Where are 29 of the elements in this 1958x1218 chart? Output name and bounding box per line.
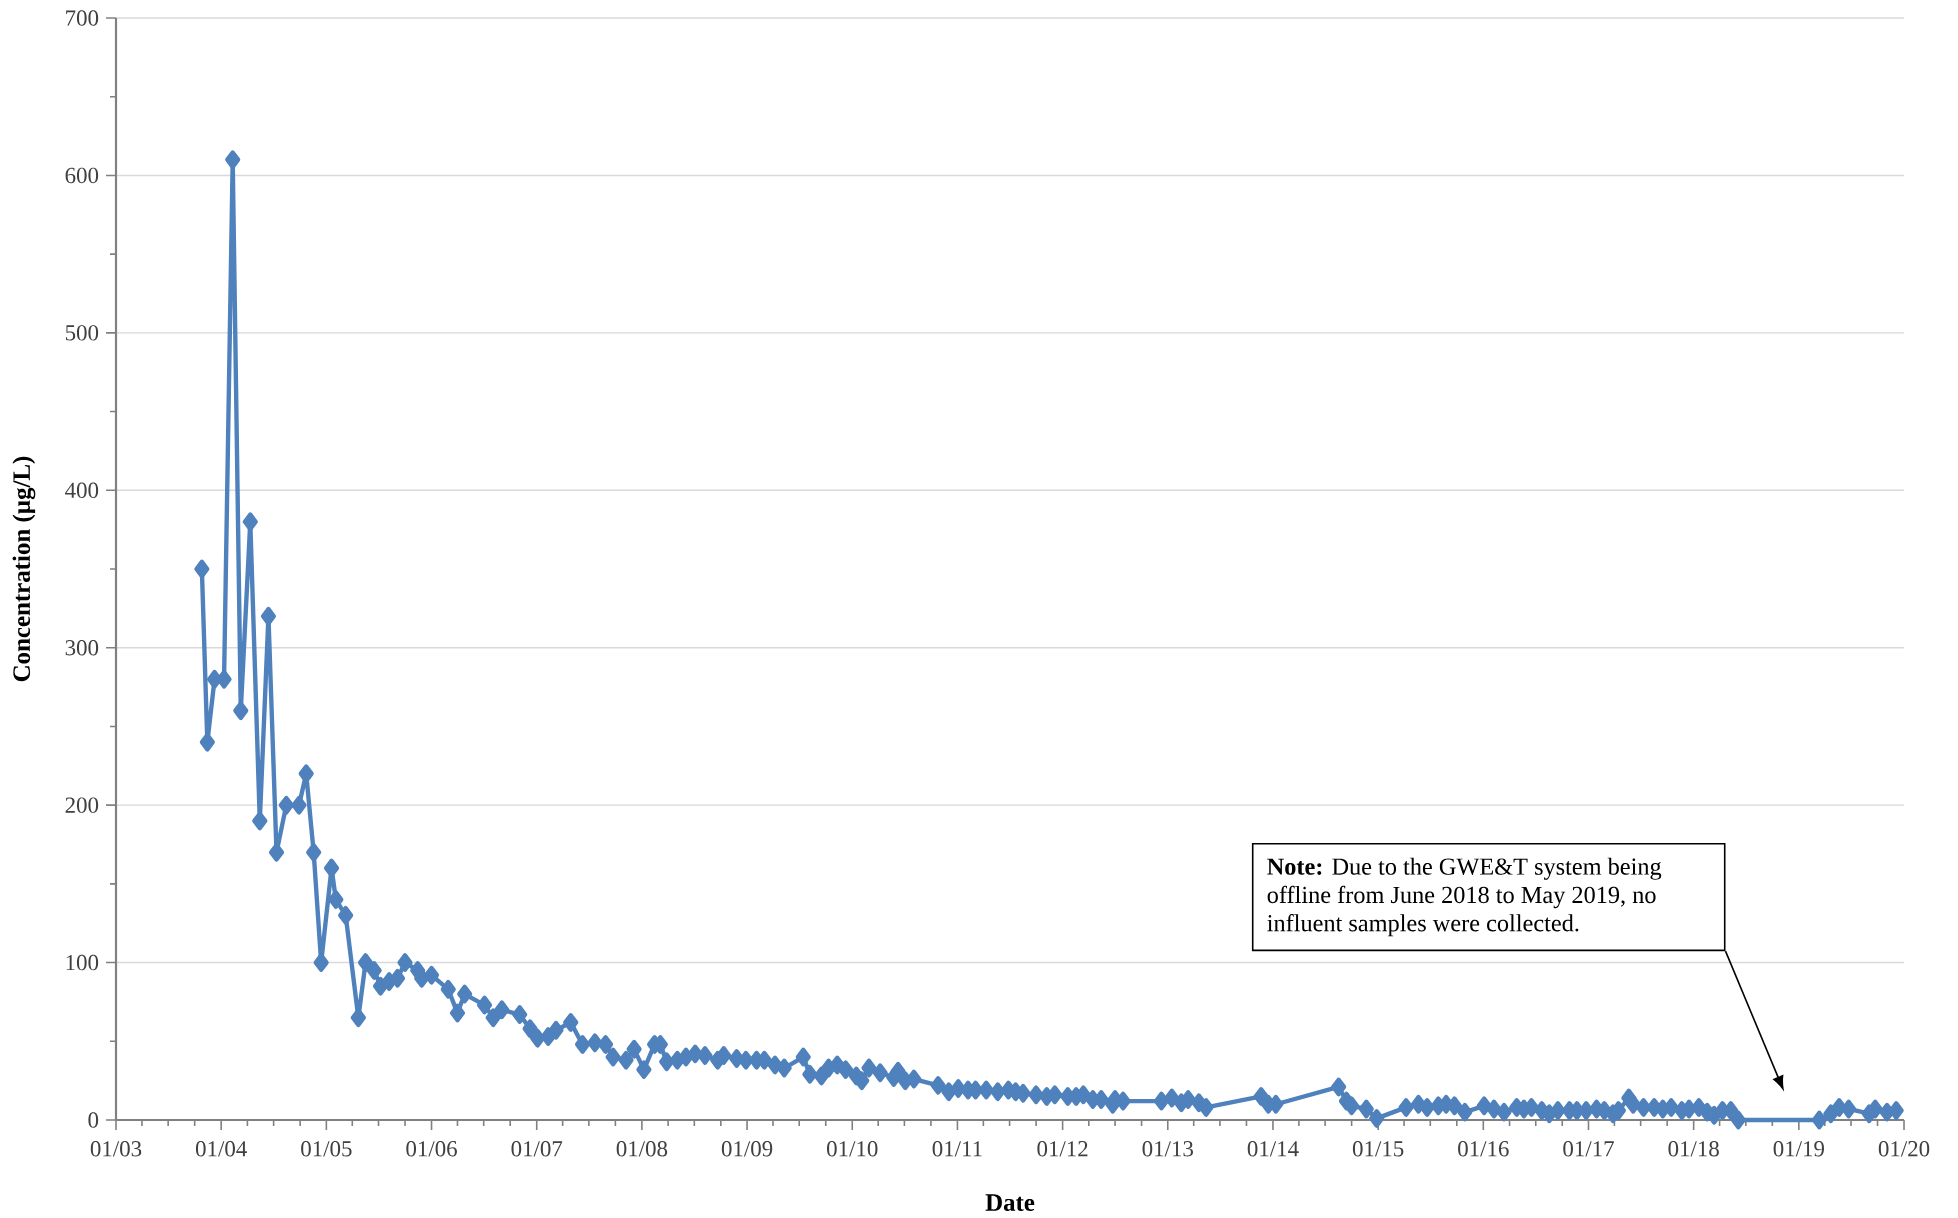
x-tick-label: 01/19 bbox=[1773, 1141, 1824, 1157]
x-tick-label: 01/05 bbox=[301, 1141, 352, 1157]
y-tick-label: 400 bbox=[65, 482, 99, 499]
y-tick-label: 300 bbox=[65, 640, 99, 656]
y-tick-label: 600 bbox=[65, 167, 99, 184]
x-tick-label: 01/06 bbox=[406, 1141, 457, 1157]
x-axis-title: Date bbox=[985, 1194, 1035, 1211]
x-tick-label: 01/11 bbox=[932, 1141, 982, 1157]
x-tick-label: 01/16 bbox=[1458, 1141, 1509, 1157]
y-tick-label: 0 bbox=[88, 1112, 99, 1128]
x-tick-label: 01/14 bbox=[1247, 1141, 1299, 1157]
y-tick-label: 700 bbox=[66, 10, 99, 26]
annotation: Note: Due to the GWE&T system being offline from June 2018 to May 2019, no influent samples were collected. bbox=[1267, 857, 1662, 937]
y-tick-label: 100 bbox=[66, 954, 99, 971]
x-tick-label: 01/07 bbox=[511, 1141, 563, 1157]
y-axis-title: Concentration (µg/L) bbox=[12, 456, 36, 682]
y-tick-label: 500 bbox=[65, 325, 99, 341]
x-tick-label: 01/17 bbox=[1563, 1141, 1614, 1157]
x-tick-label: 01/10 bbox=[827, 1141, 878, 1157]
x-tick-label: 01/18 bbox=[1668, 1141, 1719, 1157]
x-tick-label: 01/12 bbox=[1037, 1141, 1088, 1157]
x-tick-label: 01/15 bbox=[1352, 1141, 1404, 1157]
x-tick-label: 01/13 bbox=[1142, 1141, 1193, 1157]
x-tick-label: 01/09 bbox=[721, 1141, 773, 1157]
y-tick-label: 200 bbox=[65, 797, 99, 813]
x-tick-label: 01/08 bbox=[616, 1141, 668, 1157]
x-tick-label: 01/03 bbox=[90, 1141, 142, 1157]
x-tick-label: 01/20 bbox=[1878, 1141, 1930, 1157]
x-tick-label: 01/04 bbox=[195, 1141, 247, 1157]
